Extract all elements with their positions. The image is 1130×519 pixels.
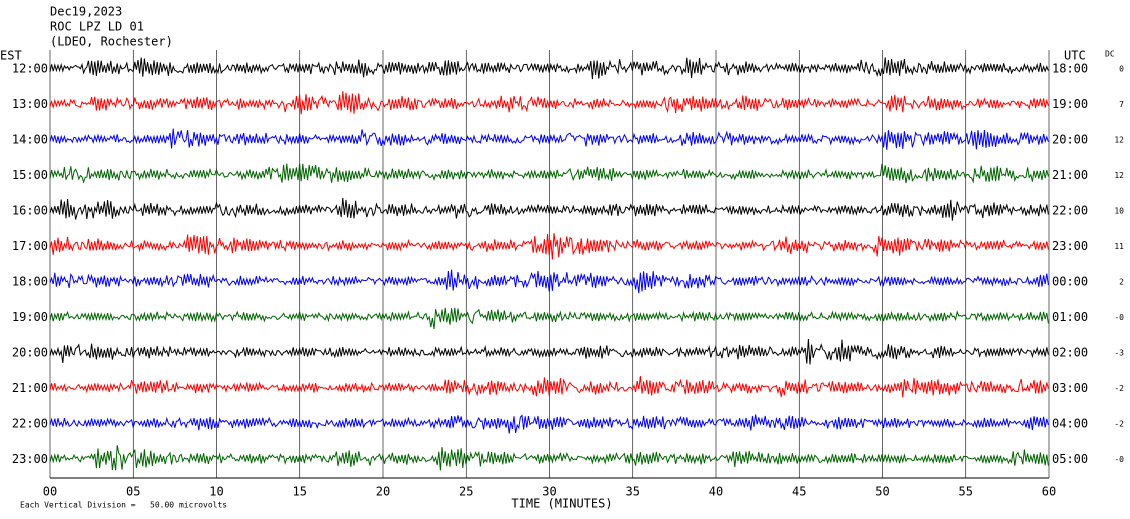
trace — [49, 197, 1049, 221]
x-tick-label: 20 — [376, 485, 390, 499]
x-axis-title: TIME (MINUTES) — [511, 497, 612, 511]
right-label: 19:00 — [1052, 97, 1088, 111]
dc-label: 12 — [1114, 136, 1124, 145]
dc-label: 2 — [1119, 278, 1124, 287]
left-label: 16:00 — [12, 204, 48, 218]
left-label: 14:00 — [12, 133, 48, 147]
trace — [49, 163, 1049, 184]
dc-label: -0 — [1114, 313, 1124, 322]
left-label: 23:00 — [12, 452, 48, 466]
dc-label: 12 — [1114, 171, 1124, 180]
right-label: 05:00 — [1052, 452, 1088, 466]
left-label: 12:00 — [12, 62, 48, 76]
trace — [49, 445, 1049, 471]
x-tick-label: 05 — [126, 485, 140, 499]
right-label: 22:00 — [1052, 204, 1088, 218]
trace — [49, 307, 1049, 330]
left-label: 13:00 — [12, 97, 48, 111]
right-axis-title: UTC — [1064, 49, 1086, 63]
trace — [49, 338, 1049, 365]
left-label: 21:00 — [12, 381, 48, 395]
x-tick-label: 30 — [542, 485, 556, 499]
left-label: 17:00 — [12, 239, 48, 253]
trace — [49, 233, 1049, 260]
x-tick-label: 40 — [709, 485, 723, 499]
left-label: 19:00 — [12, 310, 48, 324]
x-tick-label: 10 — [209, 485, 223, 499]
trace — [49, 57, 1049, 80]
dc-label: -2 — [1114, 384, 1124, 393]
left-label: 15:00 — [12, 168, 48, 182]
left-label: 20:00 — [12, 346, 48, 360]
x-tick-label: 15 — [293, 485, 307, 499]
title-line: Dec19,2023 — [50, 5, 122, 19]
dc-label: -3 — [1114, 349, 1124, 358]
note: Each Vertical Division = 50.00 microvolt… — [20, 501, 227, 510]
trace — [49, 375, 1049, 398]
dc-label: 0 — [1119, 65, 1124, 74]
x-tick-label: 55 — [959, 485, 973, 499]
x-tick-label: 60 — [1042, 485, 1056, 499]
title-line: (LDEO, Rochester) — [50, 35, 173, 49]
left-label: 18:00 — [12, 275, 48, 289]
dc-label: 10 — [1114, 207, 1124, 216]
right-label: 02:00 — [1052, 346, 1088, 360]
x-tick-label: 50 — [875, 485, 889, 499]
right-label: 21:00 — [1052, 168, 1088, 182]
right-label: 23:00 — [1052, 239, 1088, 253]
x-tick-label: 00 — [43, 485, 57, 499]
dc-label: -0 — [1114, 455, 1124, 464]
left-label: 22:00 — [12, 417, 48, 431]
right-label: 01:00 — [1052, 310, 1088, 324]
trace — [49, 91, 1049, 115]
x-tick-label: 45 — [792, 485, 806, 499]
dc-label: -2 — [1114, 420, 1124, 429]
right-label: 00:00 — [1052, 275, 1088, 289]
right-label: 20:00 — [1052, 133, 1088, 147]
x-tick-label: 25 — [459, 485, 473, 499]
trace — [49, 414, 1049, 434]
right-label: 04:00 — [1052, 417, 1088, 431]
dc-label: 11 — [1114, 242, 1124, 251]
trace — [49, 128, 1049, 150]
title-line: ROC LPZ LD 01 — [50, 20, 144, 34]
right-label: 18:00 — [1052, 62, 1088, 76]
left-axis-title: EST — [0, 49, 22, 63]
dc-label: 7 — [1119, 100, 1124, 109]
dc-title: DC — [1105, 50, 1115, 59]
trace — [49, 269, 1049, 294]
right-label: 03:00 — [1052, 381, 1088, 395]
x-tick-label: 35 — [626, 485, 640, 499]
